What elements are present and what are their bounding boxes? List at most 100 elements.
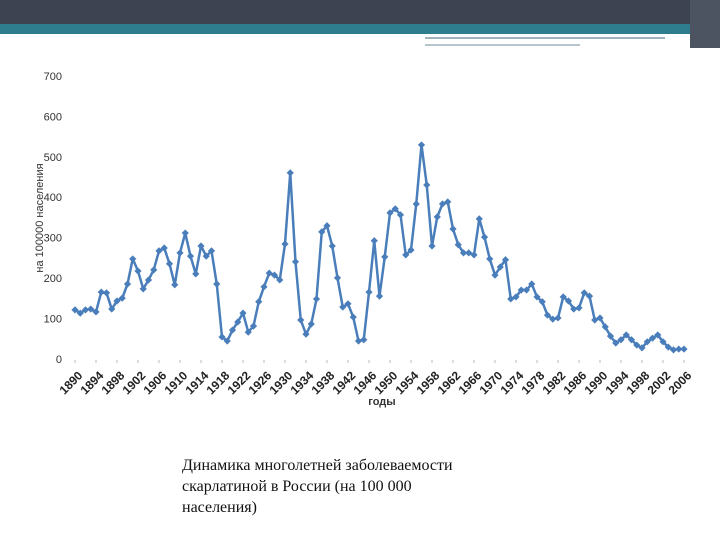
- data-point: [428, 242, 436, 250]
- data-point: [654, 331, 662, 339]
- data-point: [475, 215, 483, 223]
- data-point: [648, 334, 657, 342]
- data-point: [522, 286, 531, 294]
- data-point: [580, 289, 588, 297]
- data-point: [538, 298, 546, 306]
- data-point: [354, 337, 363, 345]
- header-stripe: [0, 24, 720, 34]
- data-point: [386, 209, 394, 217]
- data-point: [265, 269, 273, 277]
- data-point: [81, 306, 90, 314]
- data-point: [186, 252, 195, 260]
- data-point: [218, 333, 226, 341]
- data-point: [402, 251, 410, 259]
- data-point: [659, 338, 667, 346]
- y-tick-label: 600: [44, 111, 62, 123]
- data-point: [444, 198, 452, 206]
- data-point: [181, 229, 189, 237]
- data-point: [480, 233, 489, 241]
- caption-line: населения): [182, 499, 257, 516]
- data-point: [633, 341, 641, 349]
- header-corner: [690, 0, 720, 48]
- data-point: [129, 255, 137, 263]
- data-point: [554, 314, 562, 322]
- data-point: [396, 211, 405, 219]
- data-point: [360, 336, 368, 344]
- data-point: [108, 305, 116, 313]
- data-point: [192, 270, 200, 278]
- data-point: [417, 141, 426, 149]
- data-point: [197, 242, 205, 250]
- data-point: [339, 303, 347, 311]
- data-point: [118, 294, 126, 302]
- data-point: [365, 288, 373, 296]
- y-tick-label: 100: [44, 313, 62, 325]
- data-point: [564, 297, 573, 305]
- data-point: [123, 280, 132, 288]
- data-point: [491, 271, 499, 279]
- data-point: [260, 283, 268, 291]
- y-tick-label: 700: [44, 71, 62, 83]
- data-point: [97, 288, 105, 296]
- data-point: [102, 289, 111, 297]
- data-point: [528, 280, 536, 288]
- data-point: [496, 263, 504, 271]
- data-point: [627, 336, 636, 344]
- data-point: [165, 260, 174, 268]
- data-point: [134, 267, 142, 275]
- x-axis-label: годы: [368, 396, 395, 408]
- data-point: [549, 315, 557, 323]
- data-point: [533, 293, 541, 301]
- data-point: [249, 322, 258, 330]
- data-point: [680, 345, 688, 353]
- data-point: [512, 293, 520, 301]
- data-point: [228, 326, 237, 334]
- data-point: [517, 286, 525, 294]
- data-point: [601, 323, 609, 331]
- data-point: [307, 320, 315, 328]
- x-tick-label: 2006: [666, 368, 695, 397]
- data-point: [207, 247, 216, 255]
- data-point: [596, 314, 604, 322]
- y-tick-label: 400: [44, 192, 62, 204]
- data-point: [575, 304, 583, 312]
- data-point: [71, 306, 79, 314]
- caption: Динамика многолетней заболеваемости скарл…: [182, 455, 522, 518]
- data-point: [155, 247, 163, 255]
- data-point: [543, 311, 552, 319]
- data-point: [87, 305, 95, 313]
- data-point: [160, 244, 168, 252]
- data-point: [391, 205, 399, 213]
- data-point: [617, 336, 625, 344]
- data-point: [570, 305, 578, 313]
- data-point: [423, 181, 431, 189]
- y-tick-label: 0: [56, 354, 62, 366]
- data-point: [454, 241, 462, 249]
- data-point: [312, 295, 321, 303]
- data-point: [381, 253, 389, 261]
- data-point: [302, 330, 310, 338]
- data-point: [465, 249, 473, 257]
- data-point: [270, 271, 279, 279]
- data-point: [559, 293, 567, 301]
- data-point: [297, 316, 305, 324]
- data-point: [638, 344, 646, 352]
- y-tick-label: 300: [44, 233, 62, 245]
- data-point: [412, 200, 420, 208]
- data-point: [675, 345, 683, 353]
- data-point: [501, 256, 510, 264]
- data-point: [622, 331, 630, 339]
- data-point: [486, 255, 494, 263]
- data-point: [244, 328, 252, 336]
- data-point: [349, 313, 357, 321]
- data-point: [113, 297, 121, 305]
- data-point: [591, 316, 599, 324]
- data-point: [223, 337, 231, 345]
- data-point: [459, 249, 468, 257]
- data-point: [150, 266, 158, 274]
- data-point: [286, 169, 294, 177]
- data-point: [291, 258, 300, 266]
- data-point: [234, 318, 242, 326]
